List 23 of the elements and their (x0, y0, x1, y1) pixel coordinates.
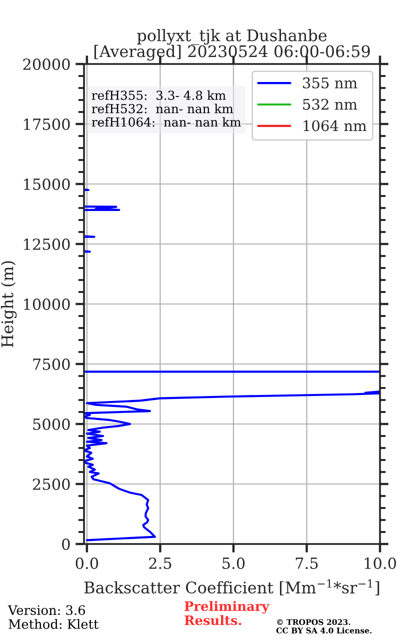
y-tick-label: 20000 (23, 58, 70, 70)
x-tick-label: 0.0 (76, 557, 98, 570)
legend-label: 355 nm (303, 77, 358, 88)
annotation: refH355: 3.3- 4.8 km refH532: nan- nan km refH1064: nan- nan km (92, 90, 241, 127)
x-tick-label: 7.5 (296, 558, 318, 570)
y-tick-label: 7500 (33, 358, 70, 370)
x-tick-label: 10.0 (364, 557, 396, 570)
y-tick-label: 12500 (24, 238, 70, 250)
y-axis-title: Height (m) (0, 261, 17, 348)
x-tick-label: 2.5 (149, 557, 172, 570)
chart-title: pollyxt_tjk at Dushanbe [Averaged] 20230524 06:00-06:59 (94, 29, 370, 61)
y-tick-label: 15000 (24, 178, 70, 190)
legend-label: 1064 nm (304, 120, 366, 132)
x-axis-title: Backscatter Coefficient [Mm$^{−1}$*sr$^{−1}$] (84, 579, 380, 596)
text: Version: 3.6 Method: Klett (8, 605, 99, 629)
x-tick-label: 5.0 (222, 557, 245, 570)
legend-label: 532 nm (303, 98, 358, 110)
y-tick-label: 17500 (24, 118, 70, 130)
y-tick-label: 5000 (33, 418, 70, 430)
y-tick-label: 10000 (24, 298, 70, 310)
text: Preliminary Results. (184, 601, 270, 626)
y-tick-label: 0 (62, 538, 70, 550)
y-tick-label: 2500 (32, 478, 70, 490)
